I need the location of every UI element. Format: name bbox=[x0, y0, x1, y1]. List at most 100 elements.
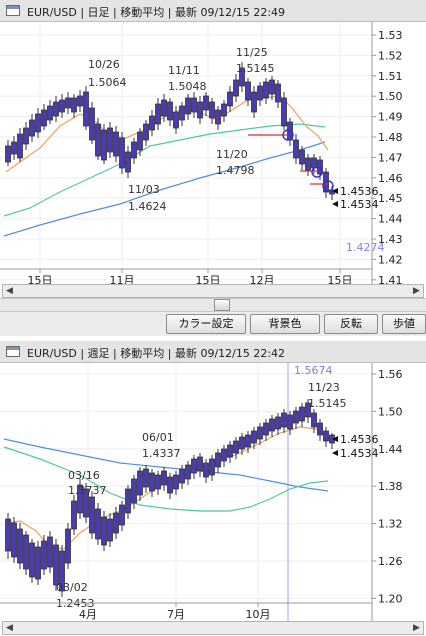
top-x-tick-label: 15日 bbox=[328, 274, 353, 286]
bot-candle-body bbox=[119, 504, 125, 526]
top-candle-body bbox=[53, 101, 59, 117]
top-candle-body bbox=[257, 85, 263, 101]
top-candle-body bbox=[209, 101, 215, 119]
bot-candle-body bbox=[47, 536, 53, 568]
bot-candle-body bbox=[161, 470, 167, 486]
daily-ann-1125-date: 11/25 bbox=[236, 46, 268, 59]
bot-candle-body bbox=[29, 542, 35, 578]
bot-candle-body bbox=[5, 518, 11, 552]
weekly-chart-panel: EUR/USD | 週足 | 移動平均 | 最新 09/12/15 22:42 … bbox=[0, 341, 426, 636]
top-y-tick-label: 1.52 bbox=[378, 49, 403, 62]
bot-x-tick-label: 4月 bbox=[79, 608, 97, 621]
weekly-high-mark: 1.5674 bbox=[294, 364, 333, 377]
top-candle-body bbox=[203, 95, 209, 111]
top-candle-body bbox=[23, 127, 29, 145]
bot-candle-body bbox=[125, 488, 131, 514]
daily-ann-1103-date: 11/03 bbox=[128, 183, 160, 196]
top-candle-body bbox=[263, 81, 269, 99]
top-y-tick-label: 1.48 bbox=[378, 131, 403, 144]
bot-y-tick-label: 1.44 bbox=[378, 443, 403, 456]
splitter-handle[interactable] bbox=[214, 299, 230, 311]
daily-chart[interactable]: 10/26 1.5064 11/11 1.5048 11/25 1.5145 1… bbox=[0, 22, 426, 286]
bot-candle-body bbox=[101, 516, 107, 546]
top-x-tick-label: 15日 bbox=[196, 274, 221, 286]
weekly-x-axis: 4月 7月 10月 bbox=[0, 602, 372, 621]
daily-marker-3 bbox=[322, 180, 334, 192]
bot-candle-body bbox=[83, 488, 89, 518]
weekly-ma-mid-line bbox=[3, 446, 329, 512]
background-color-button[interactable]: 背景色 bbox=[250, 314, 320, 334]
top-y-tick-label: 1.50 bbox=[378, 90, 403, 103]
top-candle-body bbox=[179, 105, 185, 121]
bot-candle-body bbox=[95, 508, 101, 540]
top-candle-body bbox=[281, 97, 287, 127]
bot-candle-body bbox=[191, 458, 197, 474]
top-candle-body bbox=[299, 149, 305, 165]
daily-chart-title: EUR/USD | 日足 | 移動平均 | 最新 09/12/15 22:49 bbox=[27, 6, 286, 19]
top-candle-body bbox=[11, 141, 17, 155]
scroll-left-icon[interactable]: ◀ bbox=[6, 623, 13, 633]
top-candle-body bbox=[131, 141, 137, 159]
bot-candle-body bbox=[293, 410, 299, 424]
top-candle-body bbox=[185, 97, 191, 115]
daily-chart-svg[interactable]: 10/26 1.5064 11/11 1.5048 11/25 1.5145 1… bbox=[0, 22, 426, 286]
daily-last-price-a: 1.4536 bbox=[340, 185, 379, 198]
weekly-chart[interactable]: 11/23 1.5145 06/01 1.4337 03/16 1.3737 0… bbox=[0, 363, 426, 621]
panel-splitter[interactable] bbox=[0, 298, 426, 312]
bot-candle-body bbox=[251, 430, 257, 444]
top-candle-body bbox=[77, 95, 83, 107]
daily-ann-1125-value: 1.5145 bbox=[236, 62, 275, 75]
tick-values-button[interactable]: 歩値 bbox=[382, 314, 426, 334]
bot-candle-body bbox=[77, 484, 83, 514]
bot-candle-body bbox=[23, 534, 29, 570]
invert-button[interactable]: 反転 bbox=[324, 314, 378, 334]
bot-candle-body bbox=[155, 474, 161, 490]
bot-candle-body bbox=[185, 464, 191, 480]
bot-candle-body bbox=[71, 500, 77, 530]
bot-candle-body bbox=[287, 414, 293, 430]
weekly-chart-titlebar: EUR/USD | 週足 | 移動平均 | 最新 09/12/15 22:42 bbox=[0, 341, 426, 363]
daily-chart-titlebar: EUR/USD | 日足 | 移動平均 | 最新 09/12/15 22:49 bbox=[0, 0, 426, 22]
scroll-left-icon[interactable]: ◀ bbox=[6, 286, 13, 296]
top-candle-body bbox=[113, 131, 119, 157]
window-icon bbox=[6, 346, 20, 357]
top-candle-body bbox=[221, 103, 227, 117]
bot-x-tick-label: 10月 bbox=[246, 608, 271, 621]
bot-y-tick-label: 1.38 bbox=[378, 480, 403, 493]
scroll-right-icon[interactable]: ▶ bbox=[413, 623, 420, 633]
bot-candle-body bbox=[311, 412, 317, 428]
bot-y-tick-label: 1.26 bbox=[378, 555, 403, 568]
window-icon bbox=[6, 5, 20, 16]
top-candle-body bbox=[17, 133, 23, 159]
bot-candle-body bbox=[131, 478, 137, 504]
top-y-tick-label: 1.47 bbox=[378, 151, 403, 164]
top-y-tick-label: 1.41 bbox=[378, 274, 403, 286]
daily-ma-long-line bbox=[3, 141, 326, 237]
daily-last-price-b: 1.4534 bbox=[340, 198, 379, 211]
bot-candle-body bbox=[59, 550, 65, 592]
top-x-tick-label: 12月 bbox=[250, 274, 275, 286]
bot-candle-body bbox=[137, 470, 143, 496]
bot-candle-body bbox=[179, 468, 185, 484]
top-candle-body bbox=[197, 101, 203, 119]
top-x-tick-label: 15日 bbox=[28, 274, 53, 286]
daily-marker-1 bbox=[282, 129, 294, 141]
top-candle-body bbox=[173, 111, 179, 129]
daily-ann-1120-value: 1.4798 bbox=[216, 164, 255, 177]
bot-candle-body bbox=[209, 458, 215, 476]
bot-y-tick-label: 1.32 bbox=[378, 518, 403, 531]
top-candle-body bbox=[137, 131, 143, 151]
daily-candles bbox=[5, 62, 335, 200]
color-settings-button[interactable]: カラー設定 bbox=[166, 314, 246, 334]
weekly-ann-1123-value: 1.5145 bbox=[308, 397, 347, 410]
top-x-tick-label: 11月 bbox=[110, 274, 135, 286]
weekly-chart-scrollbar[interactable]: ◀ ▶ bbox=[2, 621, 424, 635]
weekly-last-price-arrow-2 bbox=[332, 450, 338, 456]
weekly-ann-0601-date: 06/01 bbox=[142, 431, 174, 444]
bot-candle-body bbox=[323, 430, 329, 442]
scroll-right-icon[interactable]: ▶ bbox=[413, 286, 420, 296]
daily-chart-scrollbar[interactable]: ◀ ▶ bbox=[2, 284, 424, 298]
bot-candle-body bbox=[197, 456, 203, 472]
weekly-chart-svg[interactable]: 11/23 1.5145 06/01 1.4337 03/16 1.3737 0… bbox=[0, 363, 426, 621]
top-candle-body bbox=[41, 109, 47, 127]
